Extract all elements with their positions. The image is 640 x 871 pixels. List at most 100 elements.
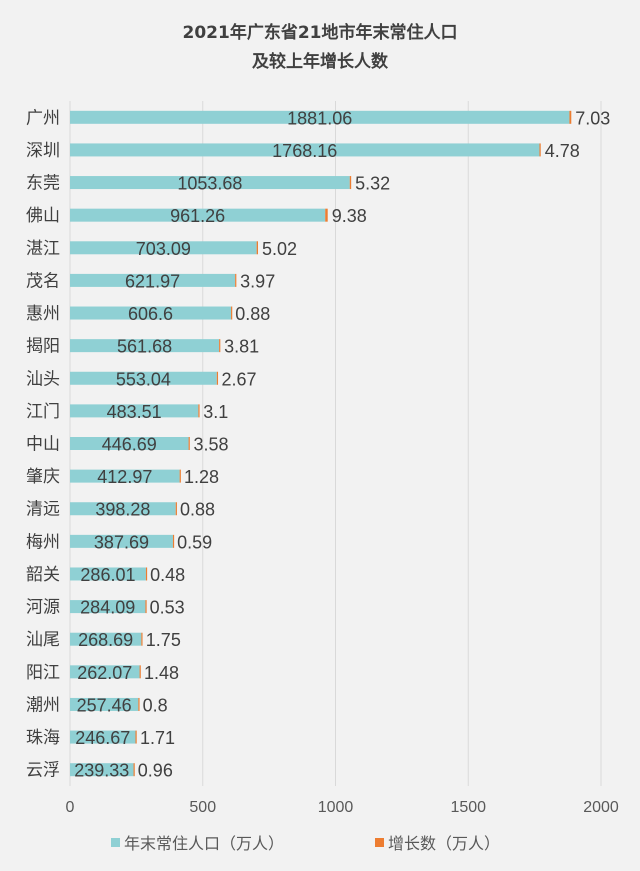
category-label: 汕头: [26, 369, 60, 389]
bar-growth: [133, 763, 135, 777]
bar-growth: [256, 241, 259, 255]
bar-population: [70, 143, 540, 157]
value-label-growth: 7.03: [575, 108, 610, 128]
category-label: 阳江: [26, 663, 60, 683]
bar-population: [70, 176, 350, 190]
bar-growth: [235, 273, 237, 287]
category-label: 惠州: [26, 304, 60, 324]
value-label-population: 606.6: [128, 304, 173, 324]
value-label-growth: 0.53: [150, 598, 185, 618]
bar-population: [70, 469, 180, 483]
value-label-growth: 5.02: [262, 239, 297, 259]
x-tick-label: 0: [66, 799, 75, 816]
value-label-growth: 4.78: [545, 141, 580, 161]
legend-swatch-population: [111, 838, 120, 847]
category-label: 东莞: [26, 174, 60, 194]
bar-growth: [539, 143, 541, 157]
value-label-growth: 3.58: [194, 435, 229, 455]
value-label-growth: 1.28: [184, 467, 219, 487]
bar-growth: [145, 567, 148, 581]
bar-growth: [172, 534, 175, 548]
category-label: 深圳: [26, 141, 60, 161]
bar-growth: [175, 502, 177, 516]
value-label-population: 621.97: [125, 271, 180, 291]
bar-population: [70, 600, 146, 614]
bar-population: [70, 339, 220, 353]
bar-growth: [135, 730, 137, 744]
value-label-population: 553.04: [116, 369, 171, 389]
category-label: 中山: [26, 435, 60, 455]
chart-title-line-1: 2021年广东省21地市年末常住人口: [183, 22, 458, 43]
bar-population: [70, 110, 570, 124]
value-label-growth: 9.38: [332, 206, 367, 226]
bar-growth: [349, 176, 352, 190]
bar-growth: [179, 469, 181, 483]
x-axis-ticks: 0 500 1000 1500 2000: [66, 799, 619, 816]
value-label-growth: 5.32: [355, 174, 390, 194]
bars: 1881.06 7.03 1768.16 4.78 1053.68 5.32 961.26 9…: [70, 108, 610, 781]
legend-label-population: 年末常住人口（万人）: [124, 834, 284, 853]
category-label: 湛江: [26, 239, 60, 259]
category-label: 江门: [26, 402, 60, 422]
x-tick-label: 2000: [583, 799, 619, 816]
category-label: 汕尾: [26, 630, 60, 650]
value-label-growth: 3.97: [240, 271, 275, 291]
bar-growth: [139, 665, 141, 679]
bar-population: [70, 665, 140, 679]
bar-growth: [138, 697, 140, 711]
category-label: 珠海: [26, 728, 60, 748]
value-label-growth: 0.96: [138, 761, 173, 781]
value-label-population: 446.69: [102, 435, 157, 455]
value-label-growth: 1.75: [146, 630, 181, 650]
value-label-population: 398.28: [95, 500, 150, 520]
bar-population: [70, 763, 134, 777]
value-label-population: 412.97: [97, 467, 152, 487]
x-tick-label: 500: [189, 799, 216, 816]
category-label: 揭阳: [26, 337, 60, 357]
value-label-population: 961.26: [170, 206, 225, 226]
chart-title-line-2: 及较上年增长人数: [252, 51, 389, 72]
value-label-population: 286.01: [80, 565, 135, 585]
value-label-growth: 0.8: [143, 695, 168, 715]
value-label-population: 387.69: [94, 532, 149, 552]
x-tick-label: 1500: [450, 799, 486, 816]
bar-growth: [325, 208, 328, 222]
x-tick-label: 1000: [318, 799, 354, 816]
value-label-population: 1881.06: [287, 108, 352, 128]
value-label-population: 268.69: [78, 630, 133, 650]
bar-population: [70, 697, 139, 711]
bar-population: [70, 371, 217, 385]
bar-growth: [198, 404, 200, 418]
category-labels: 广州深圳东莞佛山湛江茂名惠州揭阳汕头江门中山肇庆清远梅州韶关河源汕尾阳江潮州珠海…: [26, 108, 60, 780]
value-label-growth: 1.71: [140, 728, 175, 748]
bar-population: [70, 632, 142, 646]
value-label-population: 703.09: [136, 239, 191, 259]
category-label: 肇庆: [26, 467, 60, 487]
bar-population: [70, 306, 232, 320]
bar-growth: [141, 632, 143, 646]
category-label: 茂名: [26, 271, 60, 291]
bar-population: [70, 208, 326, 222]
bar-growth: [569, 110, 572, 124]
legend-label-growth: 增长数（万人）: [388, 834, 500, 853]
category-label: 佛山: [26, 206, 60, 226]
value-label-population: 561.68: [117, 337, 172, 357]
value-label-growth: 0.59: [177, 532, 212, 552]
value-label-population: 284.09: [80, 598, 135, 618]
bar-population: [70, 404, 199, 418]
bar-population: [70, 567, 146, 581]
bar-population: [70, 241, 257, 255]
category-label: 广州: [26, 108, 60, 128]
value-label-population: 1768.16: [272, 141, 337, 161]
bar-population: [70, 502, 176, 516]
bar-growth: [216, 371, 219, 385]
value-label-population: 1053.68: [177, 174, 242, 194]
legend-swatch-growth: [375, 838, 384, 847]
category-label: 梅州: [26, 532, 60, 552]
bar-growth: [219, 339, 221, 353]
value-label-growth: 2.67: [222, 369, 257, 389]
bar-growth: [145, 600, 147, 614]
value-label-population: 257.46: [77, 695, 132, 715]
category-label: 河源: [26, 598, 60, 618]
